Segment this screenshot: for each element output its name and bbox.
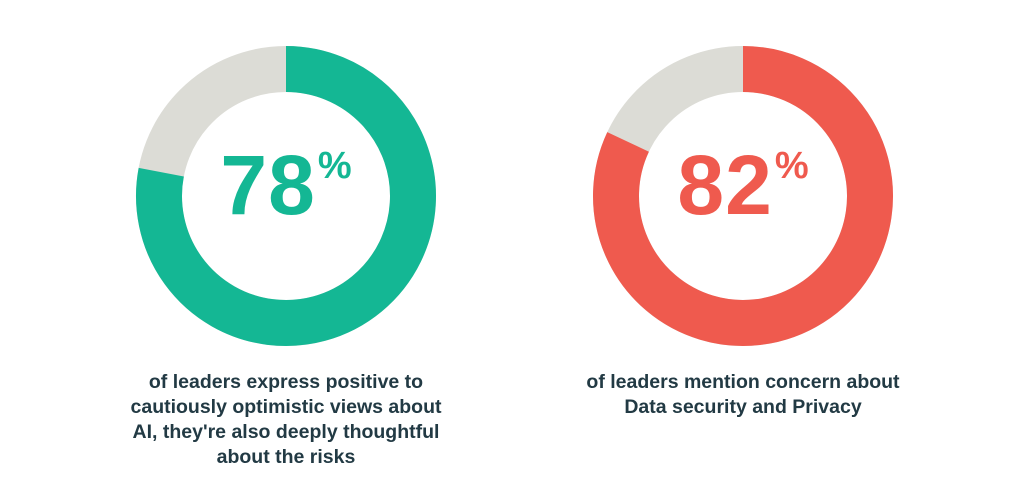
caption-line: Data security and Privacy (624, 396, 862, 418)
caption-line: AI, they're also deeply thoughtful (132, 421, 440, 443)
stat-percent-sign: % (774, 145, 809, 187)
caption-line: cautiously optimistic views about (130, 396, 442, 418)
donut-chart-data-security (593, 46, 893, 346)
caption-line: of leaders express positive to (148, 371, 424, 393)
donut-panel-optimism: 78% of leaders express positive to cauti… (86, 0, 486, 504)
caption-line: about the risks (216, 446, 356, 468)
stat-percent-sign: % (317, 145, 352, 187)
donut-value-arc (593, 46, 893, 346)
stat-caption: of leaders express positive to cautiousl… (86, 370, 486, 470)
donut-value-arc (136, 46, 436, 346)
stat-number: 82 (677, 138, 773, 232)
stat-number: 78 (220, 138, 316, 232)
stat-value: 78% (86, 143, 486, 227)
stat-caption: of leaders mention concern about Data se… (543, 370, 943, 420)
stat-value: 82% (543, 143, 943, 227)
caption-line: of leaders mention concern about (586, 371, 900, 393)
donut-chart-optimism (136, 46, 436, 346)
donut-panel-data-security: 82% of leaders mention concern about Dat… (543, 0, 943, 504)
